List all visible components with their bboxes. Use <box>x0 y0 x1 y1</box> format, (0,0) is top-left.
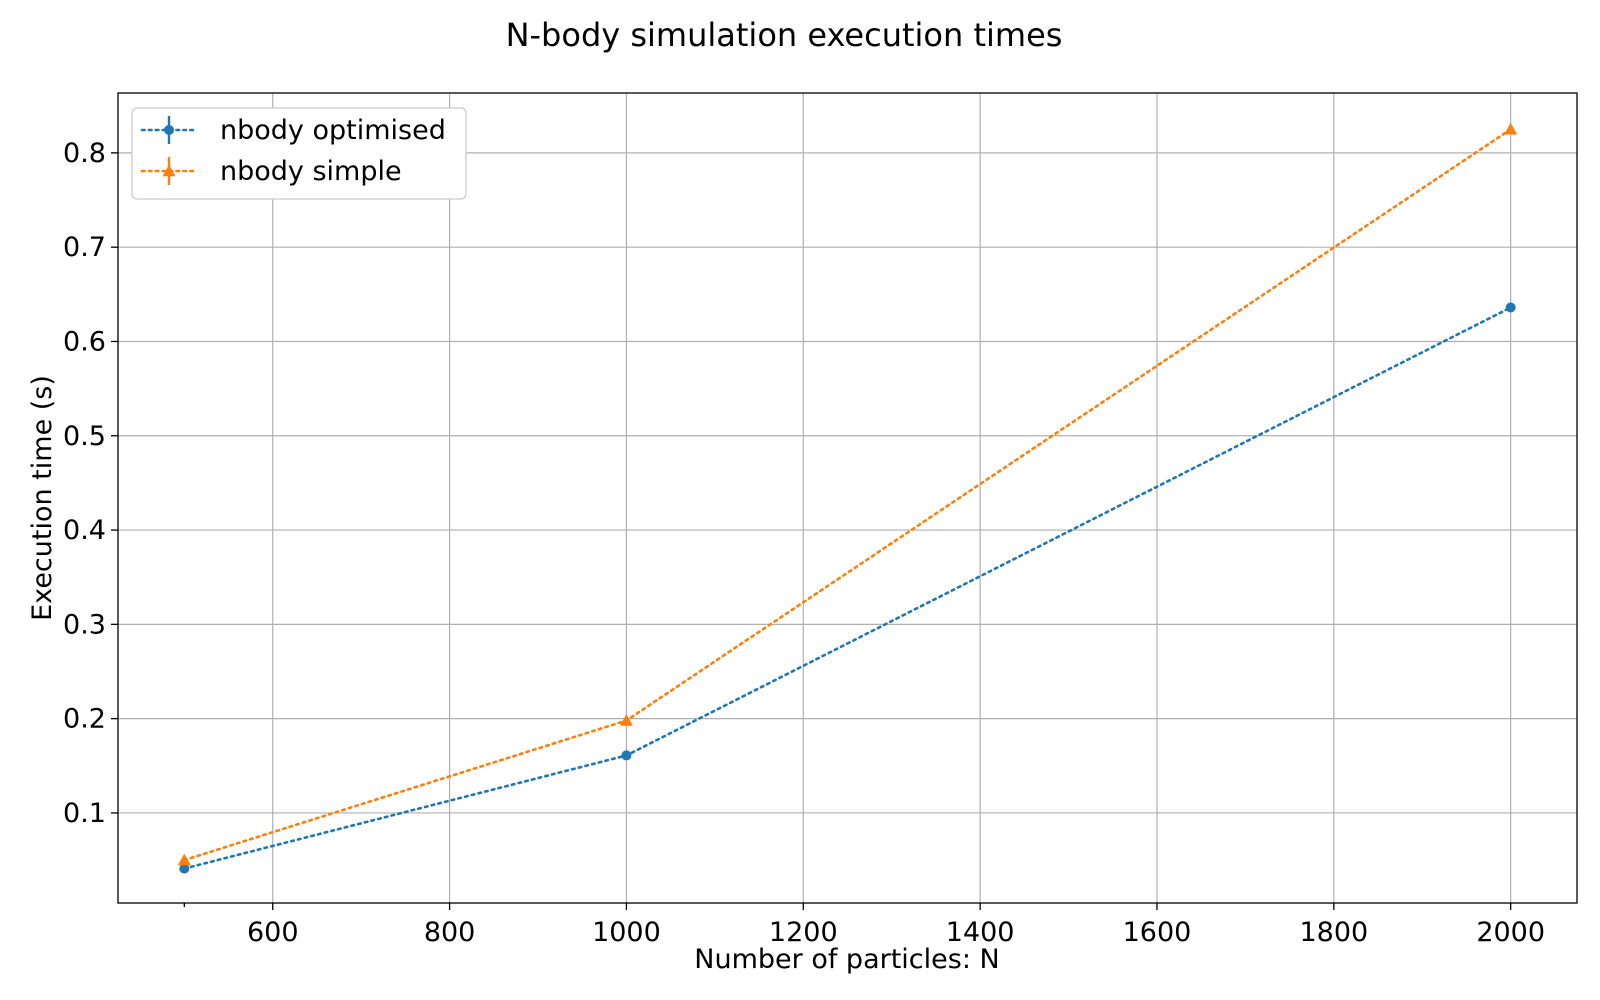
legend-label: nbody simple <box>220 156 402 187</box>
series-line <box>183 306 1512 870</box>
legend-entry-0: nbody optimised <box>140 115 446 146</box>
legend-entry-1: nbody simple <box>140 156 402 187</box>
y-tick-label: 0.6 <box>63 326 106 357</box>
y-tick-label: 0.4 <box>63 515 106 546</box>
x-tick-label: 1000 <box>592 917 661 948</box>
y-tick-label: 0.5 <box>63 421 106 452</box>
y-tick-label: 0.3 <box>63 609 106 640</box>
x-tick-label: 1400 <box>946 917 1015 948</box>
legend-marker <box>162 164 176 177</box>
series-line <box>183 128 1512 862</box>
x-tick-label: 1600 <box>1123 917 1192 948</box>
legend-box <box>131 107 467 200</box>
series-1 <box>177 122 1518 866</box>
x-axis-label: Number of particles: N <box>694 944 999 975</box>
x-tick-label: 2000 <box>1476 917 1545 948</box>
data-point <box>1505 302 1516 313</box>
x-tick-label: 800 <box>424 917 476 948</box>
legend-label: nbody optimised <box>220 115 446 146</box>
y-tick-label: 0.8 <box>63 138 106 169</box>
plot-frame <box>117 92 1578 904</box>
plot-series <box>177 122 1518 874</box>
data-point <box>621 750 632 761</box>
x-tick-label: 1800 <box>1299 917 1368 948</box>
y-axis-ticks: 0.1 0.2 0.3 0.4 0.5 0.6 0.7 0.8 <box>63 138 118 829</box>
data-point <box>177 853 191 866</box>
data-point <box>619 714 633 726</box>
y-tick-label: 0.7 <box>63 232 106 263</box>
chart-title: N-body simulation execution times <box>506 16 1063 54</box>
grid <box>118 93 1577 903</box>
y-axis-label: Execution time (s) <box>27 375 58 621</box>
x-axis-ticks: 600 800 1000 1200 1400 1600 1800 2000 <box>183 903 1545 948</box>
y-tick-label: 0.1 <box>63 798 106 829</box>
data-point <box>1504 122 1518 135</box>
series-0 <box>179 302 1516 874</box>
x-tick-label: 1200 <box>769 917 838 948</box>
legend: nbody optimised nbody simple <box>131 107 467 200</box>
x-tick-label: 600 <box>247 917 299 948</box>
y-tick-label: 0.2 <box>63 704 106 735</box>
data-point <box>179 863 190 874</box>
legend-marker <box>164 125 174 135</box>
